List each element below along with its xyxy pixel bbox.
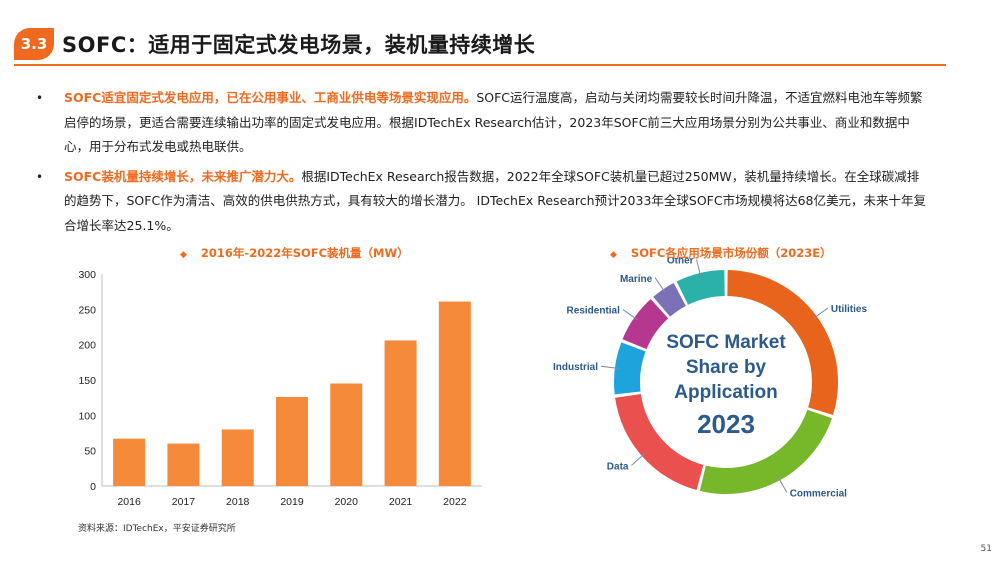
bar-2018	[221, 429, 254, 486]
center-text: SOFC Market	[666, 332, 786, 353]
source-note: 资料来源：IDTechEx，平安证券研究所	[78, 524, 236, 534]
x-tick-label: 2019	[280, 496, 304, 508]
title-divider	[14, 64, 946, 66]
slice-label: Industrial	[553, 362, 598, 373]
bar-2021	[384, 340, 417, 486]
leader-line	[696, 259, 702, 278]
y-tick-label: 300	[78, 269, 96, 281]
x-tick-label: 2022	[443, 496, 467, 508]
leader-line	[777, 476, 788, 493]
slice-label: Data	[607, 461, 629, 472]
y-tick-label: 100	[78, 410, 96, 422]
bullet-highlight: SOFC装机量持续增长，未来推广潜力大。	[64, 168, 302, 184]
x-tick-label: 2018	[226, 496, 250, 508]
slice-data	[615, 394, 704, 491]
center-text: 2023	[697, 409, 755, 439]
bar-2016	[113, 438, 146, 486]
leader-line	[622, 309, 638, 321]
bullet-dot: •	[36, 91, 44, 105]
y-tick-label: 150	[78, 375, 96, 387]
center-text: Application	[674, 382, 777, 403]
slice-utilities	[727, 270, 838, 416]
bar-2020	[330, 383, 363, 486]
y-tick-label: 0	[90, 481, 96, 493]
bar-2019	[276, 396, 308, 486]
slice-label: Marine	[620, 274, 653, 285]
y-tick-label: 250	[78, 304, 96, 316]
x-tick-label: 2017	[172, 496, 196, 508]
bullet-list: • SOFC适宜固定式发电应用，已在公用事业、工商业供电等场景实现应用。SOFC…	[36, 86, 930, 243]
leader-line	[654, 277, 666, 293]
page-number: 51	[980, 544, 992, 554]
slice-industrial	[614, 342, 646, 395]
x-tick-label: 2021	[389, 496, 413, 508]
donut-chart: Utilities Commercial Data Industrial Residen…	[553, 258, 868, 499]
center-text: Share by	[686, 357, 767, 378]
bar-2022	[438, 301, 471, 486]
donut-chart-title: ◆ SOFC各应用场景市场份额（2023E）	[610, 246, 832, 260]
y-tick-label: 50	[84, 446, 96, 458]
bar-chart: 0 50 100 150 200 250 300 2016 2017 2018 2019 2020 20…	[78, 269, 482, 508]
leader-line	[600, 365, 619, 369]
slice-label: Other	[667, 258, 694, 266]
y-tick-label: 200	[78, 340, 96, 352]
leader-line	[631, 453, 646, 466]
bullet-highlight: SOFC适宜固定式发电应用，已在公用事业、工商业供电等场景实现应用。	[64, 90, 477, 105]
x-tick-label: 2016	[117, 496, 141, 508]
slice-label: Residential	[567, 306, 621, 317]
section-header: 3.3 SOFC：适用于固定式发电场景，装机量持续增长	[14, 24, 946, 66]
page-title: SOFC：适用于固定式发电场景，装机量持续增长	[62, 33, 536, 57]
slice-marine	[653, 282, 686, 317]
bullet-dot: •	[36, 169, 44, 184]
bullet-item: • SOFC适宜固定式发电应用，已在公用事业、工商业供电等场景实现应用。SOFC…	[36, 86, 930, 160]
bar-chart-title: ◆ 2016年-2022年SOFC装机量（MW）	[180, 246, 409, 260]
diamond-icon: ◆	[180, 250, 187, 260]
bar-2017	[167, 443, 200, 486]
x-tick-label: 2020	[335, 496, 359, 508]
bullet-item: • SOFC装机量持续增长，未来推广潜力大。根据IDTechEx Researc…	[36, 165, 930, 239]
diamond-icon: ◆	[610, 250, 617, 260]
leader-line	[813, 307, 829, 319]
bullet-text: 根据IDTechEx Research报告数据，2022年全球SOFC装机量已超…	[64, 168, 926, 233]
slice-residential	[622, 299, 669, 350]
slice-other	[676, 270, 725, 305]
slice-commercial	[699, 409, 832, 494]
slice-label: Utilities	[831, 304, 868, 315]
slice-label: Commercial	[790, 488, 847, 499]
bullet-text: SOFC运行温度高，启动与关闭均需要较长时间升降温，不适宜燃料电池车等频繁启停的…	[64, 90, 923, 154]
section-number-badge: 3.3	[14, 28, 54, 60]
